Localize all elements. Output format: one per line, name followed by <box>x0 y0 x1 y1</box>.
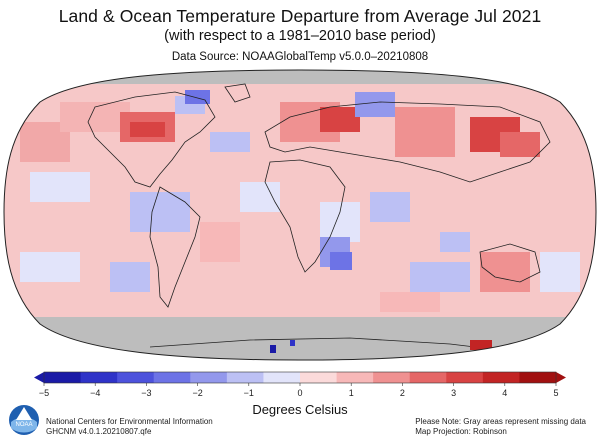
colorbar-tick-label: −4 <box>90 388 100 398</box>
colorbar-segment <box>336 372 374 383</box>
missing-arctic-band <box>4 70 596 84</box>
map-border <box>3 69 597 361</box>
colorbar-segment <box>446 372 484 383</box>
colorbar-tick-label: −1 <box>244 388 254 398</box>
colorbar-segment <box>44 372 82 383</box>
colorbar-segment <box>226 372 264 383</box>
colorbar-tick-label: 0 <box>297 388 302 398</box>
colorbar-segment <box>190 372 228 383</box>
colorbar-tick-label: 2 <box>400 388 405 398</box>
anomaly-patches <box>20 90 580 312</box>
svg-text:NOAA: NOAA <box>15 422 32 428</box>
map-subtitle: (with respect to a 1981–2010 base period… <box>164 28 436 44</box>
colorbar-arrow-low <box>34 372 44 383</box>
colorbar-segment <box>373 372 411 383</box>
units-label: Degrees Celsius <box>252 402 348 417</box>
projection-note: Map Projection: Robinson <box>415 427 507 436</box>
continent-outlines <box>87 83 551 351</box>
colorbar-tick-label: 1 <box>349 388 354 398</box>
colorbar-ticks: −5 −4 −3 −2 −1 0 1 2 3 4 5 <box>39 383 559 398</box>
world-temperature-map <box>3 69 597 361</box>
colorbar-tick-label: −5 <box>39 388 49 398</box>
colorbar-tick-label: −2 <box>192 388 202 398</box>
data-source: Data Source: NOAAGlobalTemp v5.0.0–20210… <box>171 51 429 63</box>
colorbar-tick-label: −3 <box>141 388 151 398</box>
colorbar-tick-label: 3 <box>451 388 456 398</box>
map-title: Land & Ocean Temperature Departure from … <box>58 6 542 26</box>
footer-right: Please Note: Gray areas represent missin… <box>415 417 586 437</box>
colorbar-segment <box>519 372 557 383</box>
colorbar-segment <box>300 372 338 383</box>
missing-data-note: Please Note: Gray areas represent missin… <box>415 417 586 426</box>
colorbar-segments <box>34 371 566 384</box>
colorbar-segment <box>80 372 118 383</box>
org-name: National Centers for Environmental Infor… <box>46 417 213 426</box>
noaa-logo-icon: NOAA <box>9 405 39 435</box>
dataset-version: GHCNM v4.0.1.20210807.qfe <box>46 427 152 436</box>
colorbar-tick-label: 5 <box>553 388 558 398</box>
footer-left: National Centers for Environmental Infor… <box>46 417 213 437</box>
colorbar-segment <box>409 372 447 383</box>
colorbar: −5 −4 −3 −2 −1 0 1 2 3 4 5 <box>34 371 566 398</box>
colorbar-segment <box>153 372 191 383</box>
colorbar-tick-label: 4 <box>502 388 507 398</box>
colorbar-segment <box>117 372 155 383</box>
antarctic-warm-marker <box>470 340 492 350</box>
antarctic-cold-marker-2 <box>290 340 295 346</box>
colorbar-arrow-high <box>556 372 566 383</box>
antarctic-cold-marker <box>270 345 276 353</box>
colorbar-segment <box>482 372 520 383</box>
colorbar-segment <box>263 372 301 383</box>
